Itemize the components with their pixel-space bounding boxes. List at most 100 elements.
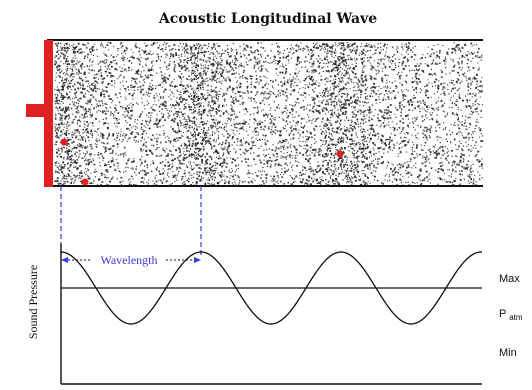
air-particle [160, 118, 162, 120]
air-particle [358, 85, 360, 87]
air-particle [304, 167, 306, 169]
air-particle [307, 104, 309, 106]
air-particle [325, 130, 327, 132]
air-particle [427, 79, 429, 81]
air-particle [343, 47, 345, 49]
air-particle [469, 124, 471, 126]
air-particle [136, 123, 138, 125]
air-particle [314, 70, 316, 72]
air-particle [479, 161, 481, 163]
air-particle [161, 48, 164, 50]
air-particle [353, 47, 355, 49]
air-particle [369, 151, 372, 153]
air-particle [387, 109, 390, 112]
air-particle [365, 158, 368, 160]
air-particle [234, 159, 236, 162]
air-particle [180, 168, 182, 170]
air-particle [428, 178, 430, 180]
air-particle [289, 111, 291, 114]
air-particle [171, 163, 173, 165]
air-particle [201, 47, 204, 49]
air-particle [163, 80, 165, 82]
air-particle [104, 71, 106, 73]
air-particle [417, 105, 419, 108]
air-particle [362, 128, 365, 131]
air-particle [265, 160, 267, 162]
air-particle [333, 101, 335, 103]
air-particle [236, 116, 238, 118]
air-particle [151, 74, 154, 77]
air-particle [399, 127, 401, 129]
air-particle [393, 174, 395, 176]
air-particle [86, 90, 89, 92]
air-particle [475, 184, 477, 186]
air-particle [282, 111, 284, 113]
air-particle [472, 147, 474, 149]
air-particle [195, 164, 197, 166]
air-particle [54, 162, 57, 164]
air-particle [285, 64, 287, 66]
air-particle [477, 47, 480, 49]
air-particle [231, 67, 234, 70]
air-particle [183, 118, 185, 120]
air-particle [382, 182, 385, 185]
air-particle [282, 147, 284, 149]
air-particle [211, 75, 214, 78]
air-particle [287, 79, 289, 81]
air-particle [69, 166, 71, 168]
air-particle [340, 53, 342, 55]
air-particle [205, 168, 207, 170]
air-particle [417, 138, 419, 140]
air-particle [337, 175, 340, 177]
air-particle [257, 42, 259, 44]
air-particle [154, 178, 156, 180]
air-particle [73, 46, 75, 49]
air-particle [163, 91, 165, 93]
air-particle [245, 44, 248, 47]
air-particle [316, 95, 318, 98]
air-particle [208, 129, 210, 131]
air-particle [170, 53, 172, 56]
air-particle [340, 80, 342, 83]
air-particle [290, 151, 293, 153]
air-particle [137, 69, 139, 71]
air-particle [178, 103, 181, 106]
air-particle [305, 56, 307, 59]
air-particle [231, 110, 233, 113]
air-particle [454, 52, 457, 54]
air-particle [312, 169, 314, 171]
air-particle [212, 126, 214, 128]
air-particle [356, 168, 358, 170]
air-particle [233, 96, 235, 98]
air-particle [80, 170, 82, 172]
air-particle [187, 63, 189, 65]
air-particle [187, 118, 189, 120]
air-particle [64, 82, 66, 84]
air-particle [159, 134, 161, 136]
air-particle [146, 114, 148, 116]
air-particle [54, 94, 56, 96]
air-particle [191, 88, 193, 90]
air-particle [207, 50, 210, 53]
air-particle [465, 128, 468, 131]
air-particle [298, 114, 300, 117]
air-particle [435, 74, 437, 76]
air-particle [247, 92, 249, 94]
air-particle [274, 160, 276, 162]
air-particle [281, 172, 283, 174]
air-particle [283, 144, 285, 147]
air-particle [285, 140, 287, 142]
air-particle [188, 171, 191, 173]
air-particle [63, 72, 65, 74]
air-particle [71, 180, 73, 182]
air-particle [127, 138, 129, 140]
air-particle [323, 127, 325, 129]
air-particle [193, 96, 195, 99]
air-particle [377, 163, 379, 165]
air-particle [310, 58, 312, 60]
air-particle [66, 92, 68, 94]
air-particle [106, 183, 108, 186]
air-particle [86, 134, 88, 136]
air-particle [316, 105, 318, 107]
air-particle [213, 76, 215, 79]
